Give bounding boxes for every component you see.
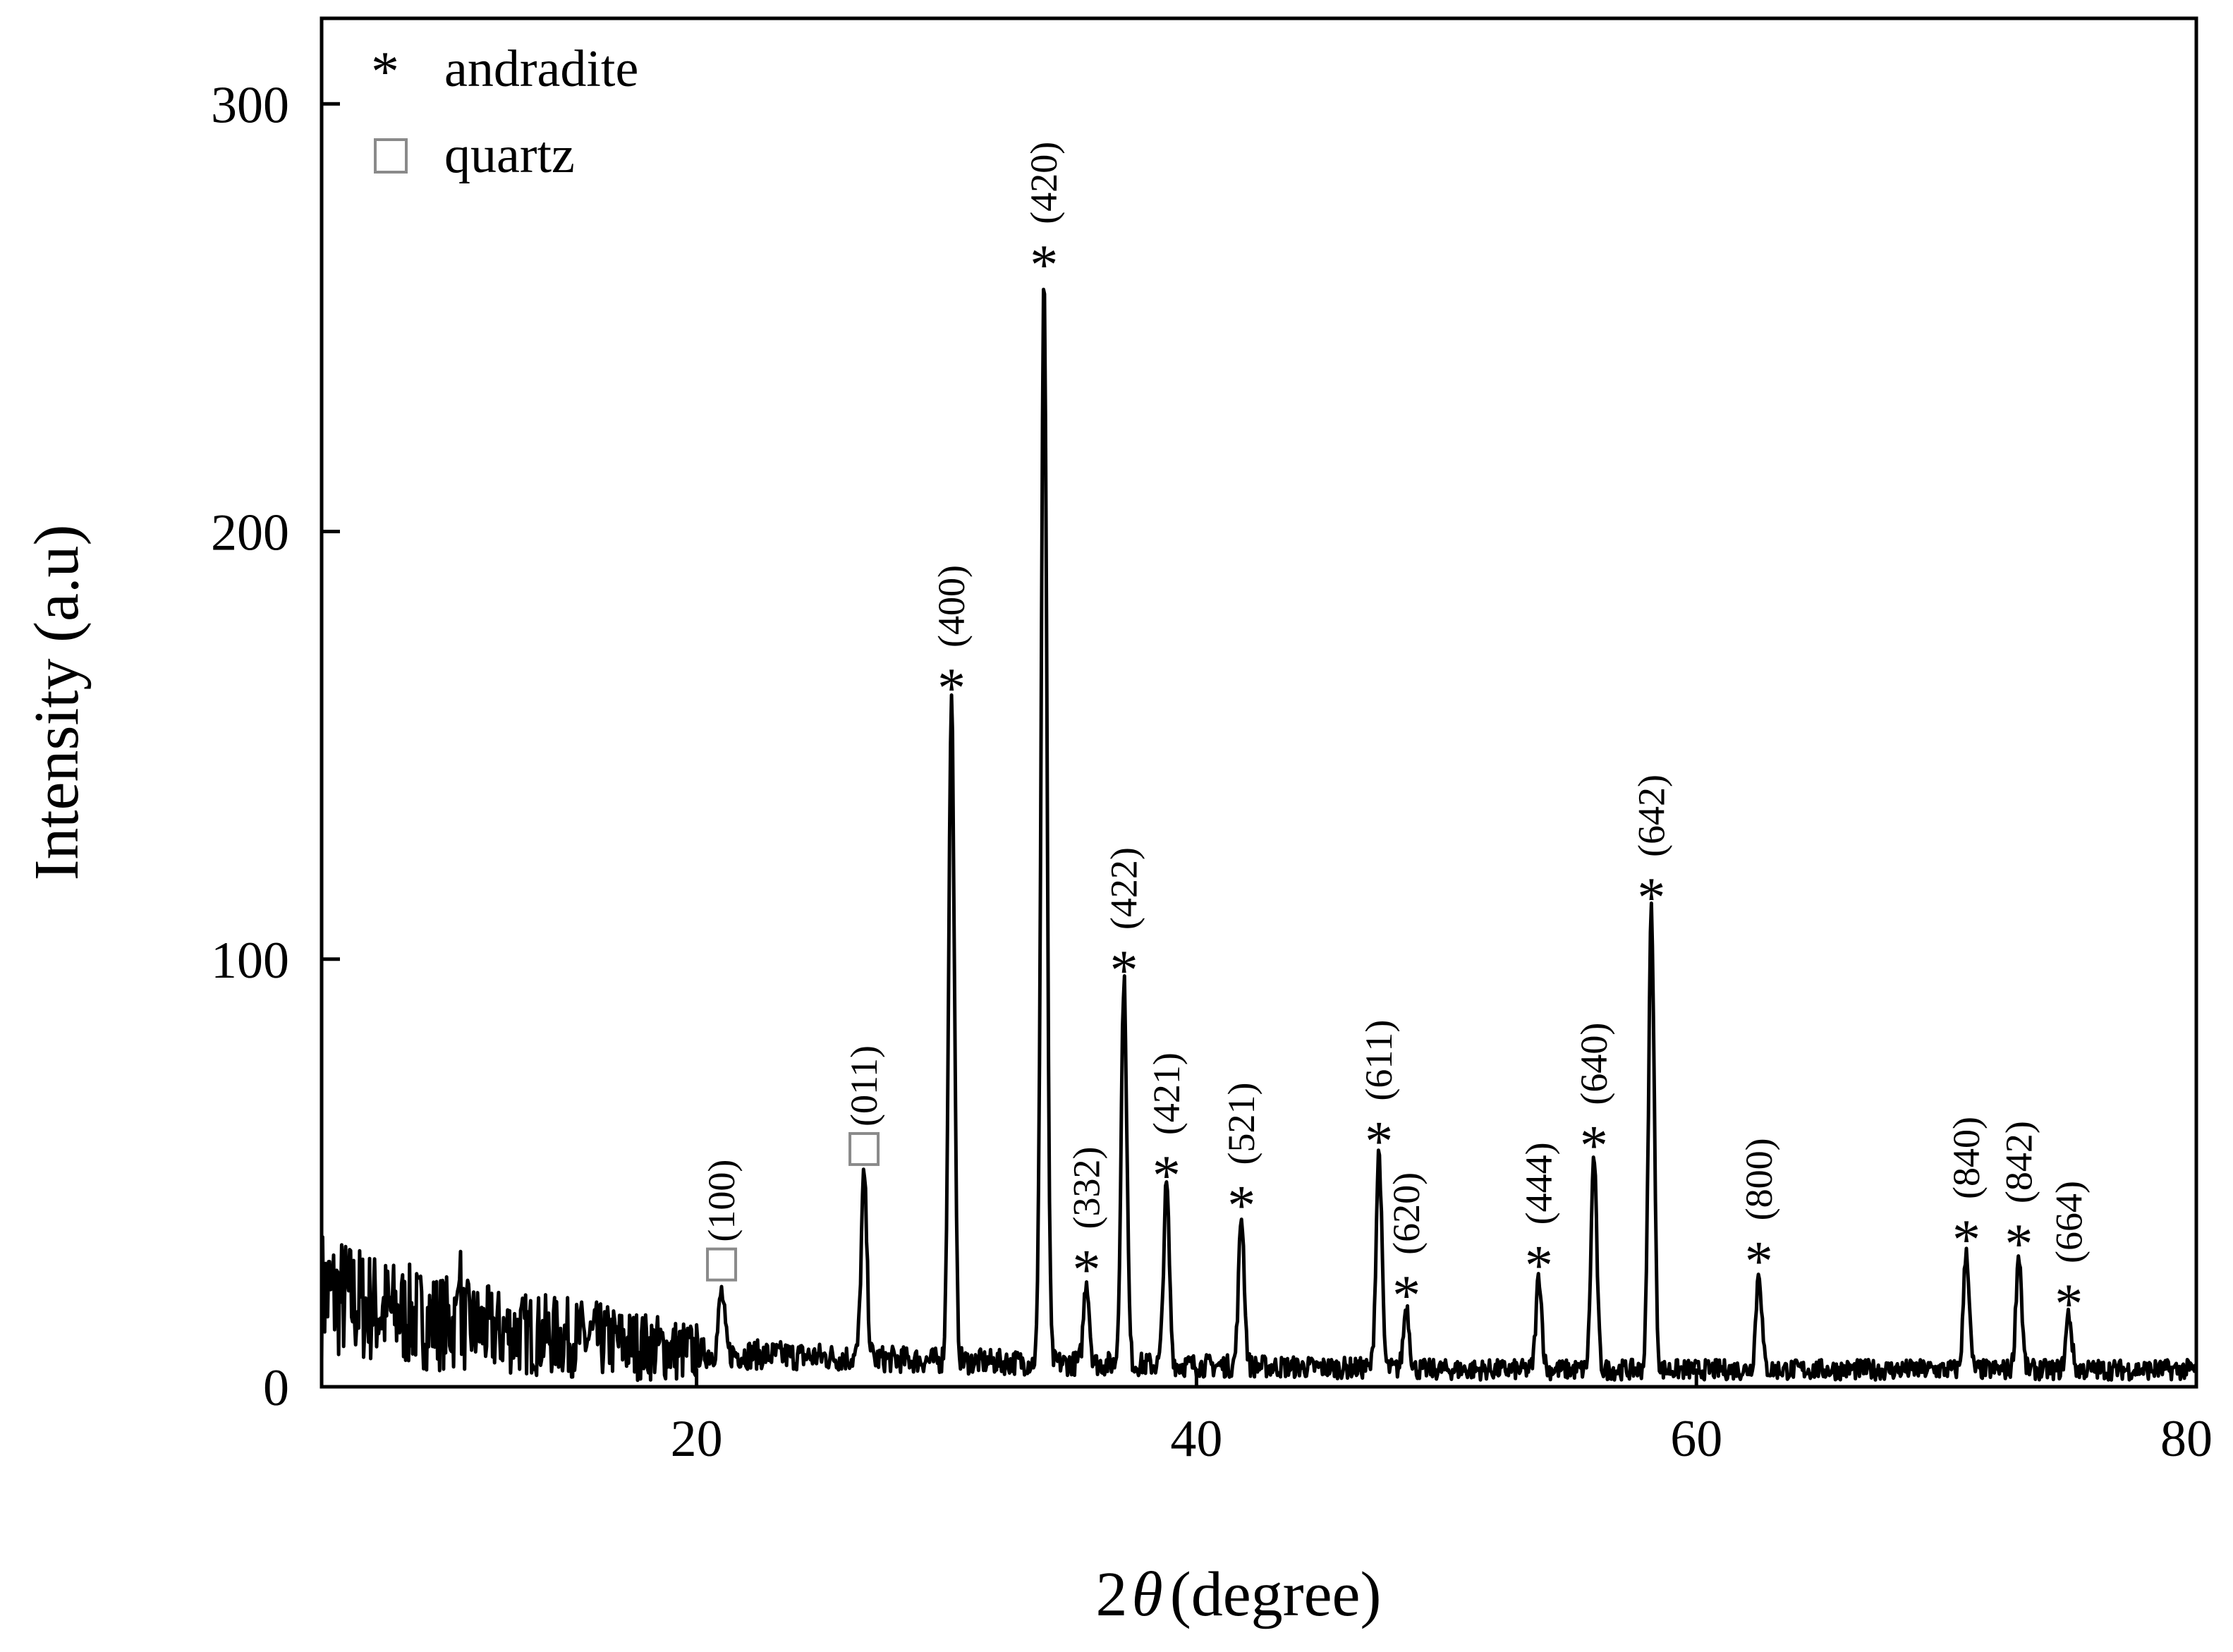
andradite-marker: *	[1227, 1175, 1255, 1237]
andradite-marker: *	[2055, 1273, 2083, 1335]
peak-label: (011)	[843, 1045, 885, 1126]
peak-label: (400)	[930, 565, 973, 648]
andradite-marker: *	[1637, 867, 1665, 929]
peak-label: (842)	[1997, 1121, 2040, 1203]
peak-label: (611)	[1358, 1020, 1400, 1101]
y-tick-label: 100	[211, 932, 289, 990]
x-axis-title-unit: (degree)	[1170, 1560, 1382, 1629]
andradite-marker: *	[1030, 234, 1058, 296]
quartz-marker	[706, 1247, 738, 1282]
peak-label: (620)	[1385, 1172, 1428, 1255]
andradite-marker: *	[1580, 1115, 1608, 1177]
peak-label: (642)	[1630, 775, 1672, 857]
legend: * andradite quartz	[371, 40, 638, 184]
x-axis-ticks: 20 40 60 80	[671, 1368, 2213, 1468]
andradite-marker: *	[1072, 1239, 1100, 1301]
peak-label: (420)	[1023, 142, 1065, 224]
andradite-marker: *	[1745, 1230, 1773, 1292]
legend-label-quartz: quartz	[444, 126, 575, 184]
andradite-marker: *	[1952, 1209, 1981, 1271]
x-tick-label: 40	[1170, 1410, 1222, 1468]
y-tick-label: 0	[263, 1359, 289, 1417]
x-tick-label: 20	[671, 1410, 723, 1468]
peak-label: (521)	[1220, 1083, 1262, 1165]
peak-label: (421)	[1145, 1052, 1188, 1135]
plot-frame	[320, 16, 2198, 1389]
x-tick-label: 60	[1670, 1410, 1722, 1468]
x-axis-title: 2θ (degree)	[1096, 1560, 1382, 1629]
peak-label: (800)	[1738, 1138, 1780, 1220]
peak-annotations: (100) (011) * (400) * (420) * (332) * (422) * (421)…	[700, 142, 2090, 1335]
andradite-marker: *	[1152, 1145, 1181, 1207]
andradite-marker: *	[1365, 1111, 1393, 1173]
andradite-marker: *	[937, 657, 966, 719]
peak-label: (422)	[1103, 847, 1145, 930]
andradite-marker: *	[1525, 1234, 1553, 1296]
peak-label: (640)	[1573, 1023, 1615, 1105]
andradite-marker: *	[1110, 940, 1138, 1002]
xrd-pattern-line	[320, 287, 2198, 1383]
peak-label: (664)	[2048, 1181, 2090, 1263]
y-tick-label: 300	[211, 76, 289, 134]
y-tick-label: 200	[211, 504, 289, 562]
andradite-marker: *	[1392, 1265, 1420, 1327]
x-tick-label: 80	[2160, 1410, 2213, 1468]
x-axis-title-theta: θ	[1132, 1560, 1163, 1629]
peak-label: (444)	[1518, 1142, 1560, 1225]
y-axis-title: Intensity (a.u)	[22, 525, 92, 881]
peak-label: (840)	[1945, 1117, 1988, 1199]
quartz-marker	[848, 1131, 880, 1166]
y-axis-ticks: 0 100 200 300	[211, 76, 340, 1417]
peak-label: (332)	[1065, 1146, 1107, 1229]
x-axis-title-prefix: 2	[1096, 1560, 1128, 1629]
andradite-marker: *	[2004, 1213, 2033, 1275]
legend-label-andradite: andradite	[444, 40, 638, 98]
legend-marker-asterisk: *	[371, 41, 399, 103]
legend-marker-square	[374, 138, 408, 174]
peak-label: (100)	[700, 1160, 743, 1242]
